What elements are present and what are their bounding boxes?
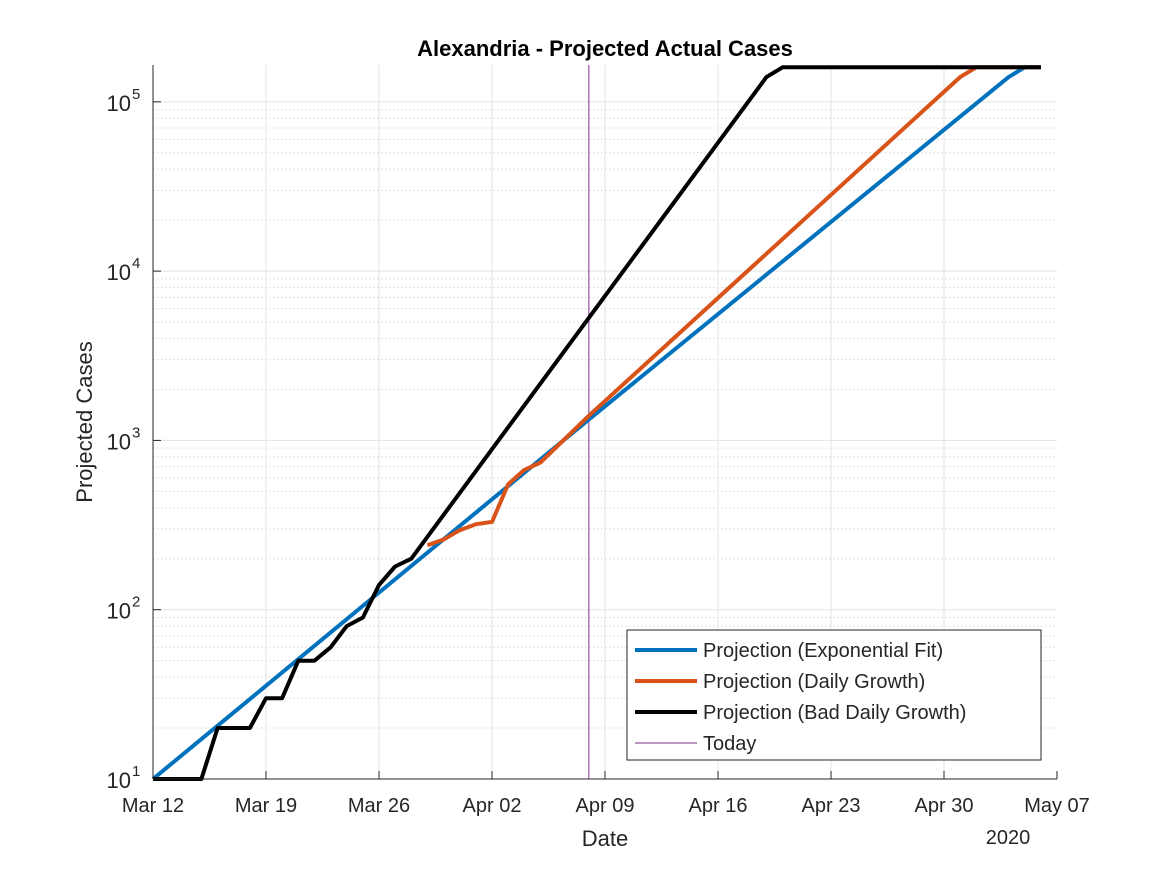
x-tick-label: May 07 [1024, 795, 1090, 817]
y-axis-label: Projected Cases [72, 341, 97, 502]
chart-title: Alexandria - Projected Actual Cases [417, 36, 793, 61]
y-tick-label-exponent: 5 [132, 86, 140, 103]
y-tick-label-exponent: 2 [132, 594, 140, 611]
y-tick-label-exponent: 3 [132, 424, 140, 441]
y-tick-label: 10 [107, 768, 131, 793]
y-tick-label-exponent: 4 [132, 255, 140, 272]
legend-label: Projection (Bad Daily Growth) [703, 702, 966, 724]
chart-legend: Projection (Exponential Fit) Projection (… [626, 629, 1042, 761]
x-tick-label: Mar 26 [348, 795, 410, 817]
y-tick-label: 10 [107, 599, 131, 624]
y-tick-label-exponent: 1 [132, 763, 140, 780]
y-tick-label: 10 [107, 260, 131, 285]
series-line-2 [426, 65, 1041, 548]
x-tick-label: Apr 23 [802, 795, 861, 817]
x-axis-year-label: 2020 [986, 827, 1031, 849]
axes-layer [152, 65, 1058, 780]
series-line-3 [153, 65, 1041, 781]
x-tick-label: Apr 30 [915, 795, 974, 817]
legend-label: Today [703, 733, 756, 755]
y-tick-label: 10 [107, 429, 131, 454]
x-tick-label: Mar 12 [122, 795, 184, 817]
major-grid [153, 65, 1057, 779]
x-tick-label: Apr 02 [463, 795, 522, 817]
x-axis-label: Date [582, 826, 628, 851]
series-layer [151, 65, 1041, 781]
x-tick-label: Apr 16 [689, 795, 748, 817]
legend-label: Projection (Exponential Fit) [703, 640, 943, 662]
legend-label: Projection (Daily Growth) [703, 671, 925, 693]
x-tick-label: Mar 19 [235, 795, 297, 817]
x-tick-label: Apr 09 [576, 795, 635, 817]
y-tick-label: 10 [107, 91, 131, 116]
